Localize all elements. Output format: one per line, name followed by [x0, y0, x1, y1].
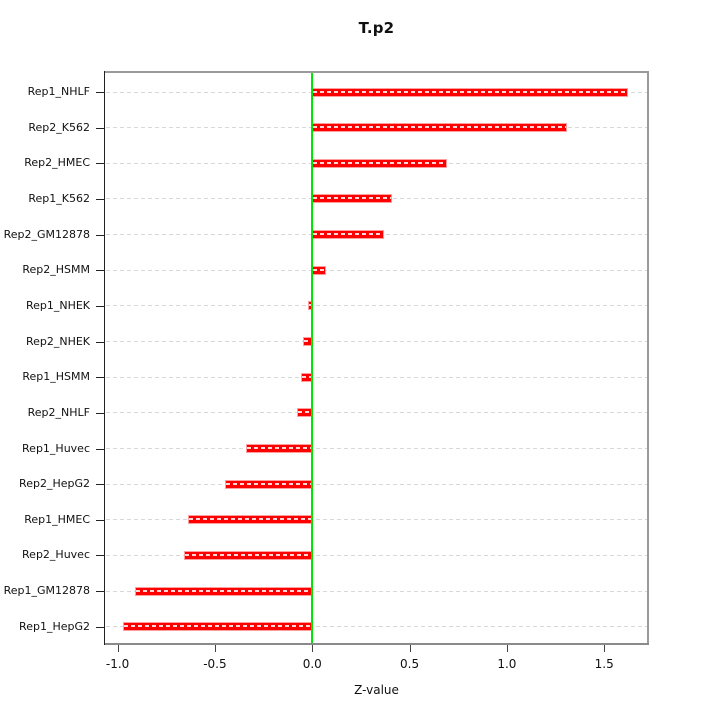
bar: [123, 622, 313, 632]
bar: [312, 123, 568, 133]
y-tick: [96, 377, 104, 379]
y-tick: [96, 448, 104, 450]
bar: [246, 444, 313, 453]
bar: [224, 479, 313, 489]
x-tick: [312, 645, 314, 652]
y-tick: [96, 92, 104, 93]
bar: [312, 230, 385, 240]
y-axis-category-label: Rep1_NHLF: [27, 85, 90, 98]
bar: [312, 158, 447, 168]
y-axis-category-label: Rep1_K562: [28, 191, 90, 205]
y-axis-category-label: Rep2_HepG2: [19, 477, 90, 491]
y-axis-category-label: Rep1_NHEK: [25, 298, 90, 312]
grid-line: [106, 376, 647, 378]
bar: [135, 586, 313, 596]
bar-hatch-pattern: [124, 625, 312, 628]
y-tick: [96, 626, 104, 628]
grid-line: [106, 590, 647, 592]
panel-border-bottom: [104, 643, 649, 645]
grid-line: [106, 554, 647, 556]
x-tick-label: -0.5: [203, 657, 227, 671]
x-tick: [117, 645, 119, 652]
y-axis-category-label: Rep1_HepG2: [19, 619, 90, 633]
y-tick: [96, 234, 104, 236]
bar: [296, 408, 313, 418]
bar-hatch-pattern: [313, 197, 392, 200]
y-axis-line: [104, 71, 105, 645]
y-axis-category-label: Rep1_HSMM: [22, 370, 90, 384]
y-tick: [96, 484, 104, 486]
x-axis-label: Z-value: [354, 683, 399, 697]
y-axis-category-label: Rep1_GM12878: [3, 584, 90, 598]
bar: [312, 265, 326, 275]
chart-title: T.p2: [358, 19, 395, 37]
x-tick-label: 0.5: [400, 657, 420, 671]
y-axis-category-label: Rep1_Huvec: [22, 441, 90, 455]
y-tick: [96, 127, 104, 129]
bar-hatch-pattern: [313, 268, 325, 271]
grid-line: [106, 483, 647, 485]
x-tick-label: -1.0: [105, 657, 130, 671]
y-tick: [96, 341, 104, 343]
bar-hatch-pattern: [313, 233, 384, 236]
y-tick: [96, 163, 104, 165]
y-axis-category-label: Rep2_K562: [28, 120, 90, 134]
y-tick: [96, 591, 104, 593]
y-tick: [96, 270, 104, 272]
y-axis-category-label: Rep1_HMEC: [24, 512, 90, 526]
plot-area: [104, 71, 649, 645]
bar: [312, 87, 628, 97]
y-tick: [96, 412, 104, 414]
bar-hatch-pattern: [313, 161, 446, 164]
grid-line: [106, 305, 647, 307]
y-axis-category-label: Rep2_HSMM: [22, 263, 90, 277]
grid-line: [106, 626, 647, 628]
panel-border-top: [104, 71, 649, 73]
grid-line: [106, 269, 647, 271]
bar-hatch-pattern: [247, 447, 312, 449]
y-axis-category-label: Rep2_NHEK: [25, 334, 90, 348]
bar-hatch-pattern: [225, 482, 312, 485]
grid-line: [106, 341, 647, 343]
bar-hatch-pattern: [313, 126, 567, 129]
bar: [312, 194, 393, 204]
bar-hatch-pattern: [309, 304, 312, 307]
y-axis-category-label: Rep2_NHLF: [27, 405, 90, 419]
grid-line: [106, 448, 647, 449]
x-tick: [214, 645, 216, 652]
bar-hatch-pattern: [184, 553, 312, 556]
zero-line: [311, 73, 314, 643]
grid-line: [106, 519, 647, 521]
y-axis-category-label: Rep2_Huvec: [22, 548, 90, 562]
bar-hatch-pattern: [297, 411, 312, 414]
panel-border-right: [647, 71, 649, 645]
x-tick-label: 1.0: [497, 657, 517, 671]
x-tick-label: 1.5: [594, 657, 614, 671]
bar-hatch-pattern: [313, 90, 627, 93]
grid-line: [106, 412, 647, 414]
x-tick: [604, 645, 606, 652]
y-tick: [96, 305, 104, 307]
bar: [183, 550, 313, 560]
x-tick: [506, 645, 508, 652]
y-tick: [96, 555, 104, 557]
bar-hatch-pattern: [303, 340, 312, 343]
y-tick: [96, 519, 104, 521]
y-axis-category-label: Rep2_HMEC: [24, 156, 90, 170]
x-tick-label: 0.0: [302, 657, 322, 671]
bar-hatch-pattern: [136, 589, 312, 592]
y-axis-category-label: Rep2_GM12878: [3, 227, 90, 241]
bar-hatch-pattern: [301, 375, 312, 378]
y-tick: [96, 198, 104, 200]
bar: [187, 515, 313, 525]
x-tick: [409, 645, 411, 652]
bar-hatch-pattern: [188, 518, 312, 521]
